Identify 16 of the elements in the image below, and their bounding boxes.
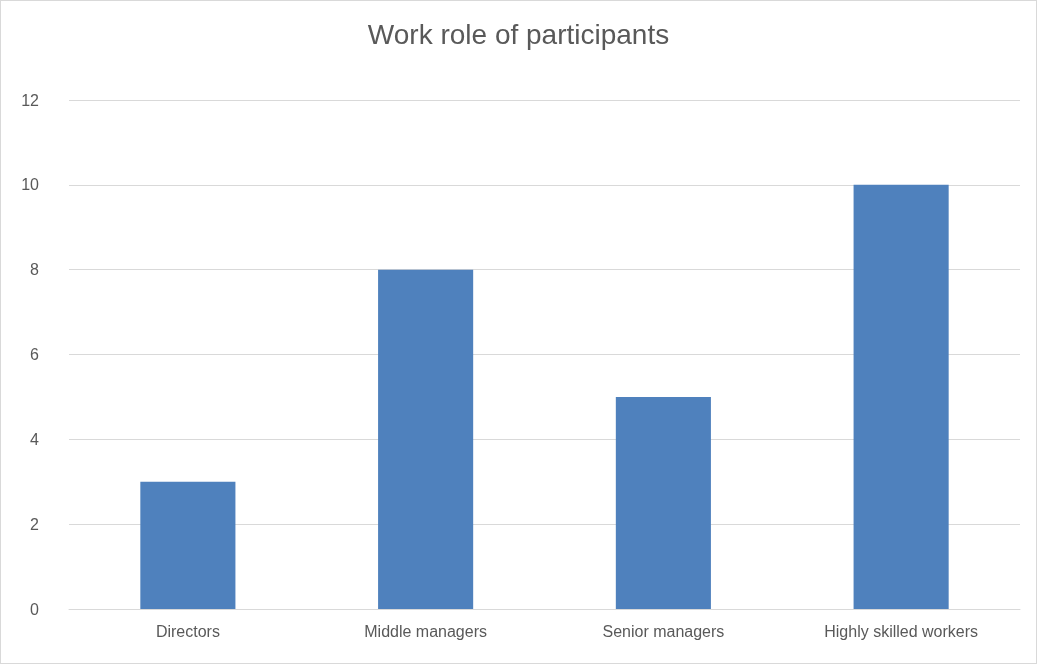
y-tick-label: 4 — [30, 430, 40, 448]
bar — [378, 269, 474, 609]
x-tick-label: Highly skilled workers — [824, 622, 979, 640]
chart-title: Work role of participants — [367, 18, 670, 50]
y-tick-label: 8 — [30, 261, 40, 279]
y-tick-label: 2 — [30, 515, 40, 533]
bar — [615, 396, 711, 609]
y-tick-label: 10 — [21, 176, 40, 194]
x-tick-label: Senior managers — [602, 622, 725, 640]
y-tick-label: 12 — [21, 91, 40, 109]
y-tick-label: 0 — [30, 600, 40, 618]
x-tick-label: Directors — [155, 622, 220, 640]
y-tick-label: 6 — [30, 346, 40, 363]
x-tick-label: Middle managers — [364, 622, 487, 640]
bar — [140, 481, 236, 609]
bar — [853, 184, 949, 609]
